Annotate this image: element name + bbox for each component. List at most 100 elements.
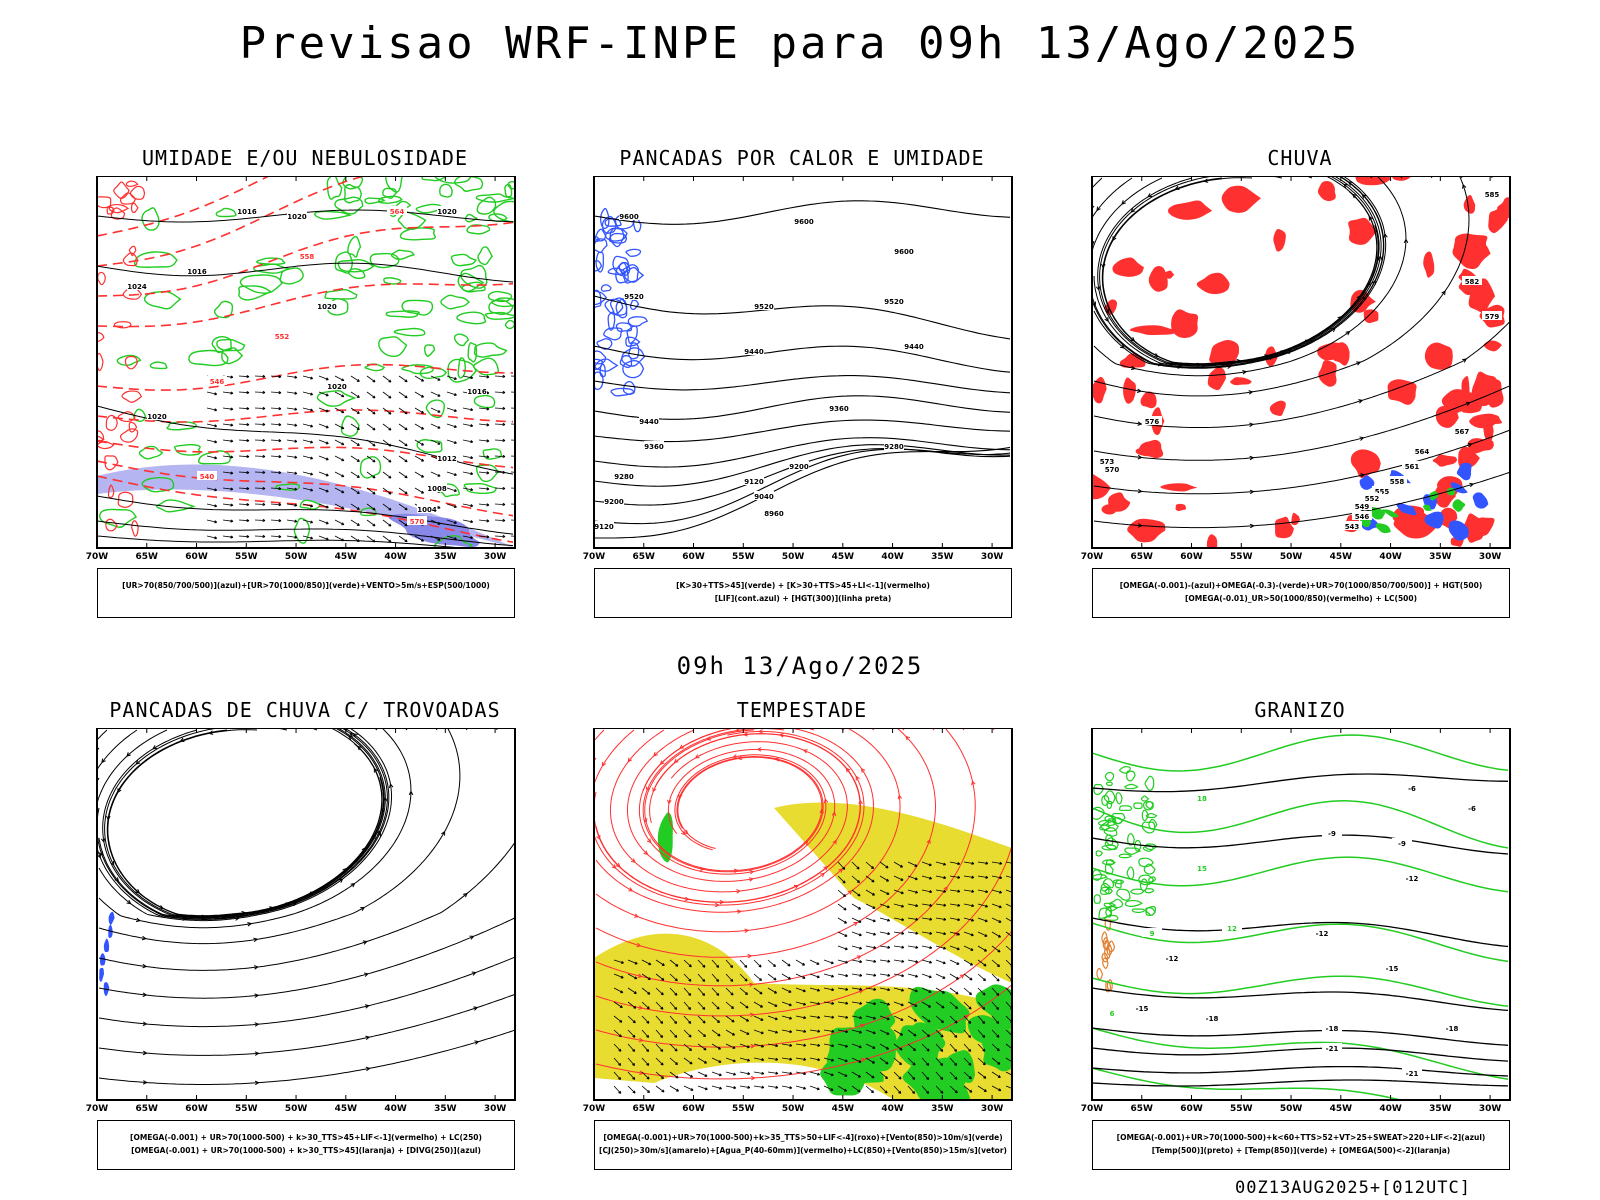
streamline	[97, 777, 100, 783]
isoline	[594, 444, 1010, 487]
streamline	[310, 728, 318, 731]
map-granizo: -6 -6 -9 -9 -12 -12 -12 -15 -15 -18 -18 -18 -21 -21 18…	[1081, 728, 1511, 1114]
streamline	[98, 917, 515, 999]
streamline	[595, 728, 937, 958]
streamline	[98, 841, 515, 971]
map-axes: 12S15S18S21S24S27S30S33S36S39S42S70W65W6…	[1081, 728, 1511, 1114]
streamline	[595, 728, 976, 987]
contour-label: 576	[1145, 418, 1160, 426]
isoline	[1092, 922, 1509, 963]
panel-title: TEMPESTADE	[736, 698, 868, 722]
isoline	[1092, 1027, 1509, 1080]
lon-tick-label: 70W	[1081, 552, 1104, 562]
isoline	[594, 437, 1011, 468]
isoline	[97, 221, 514, 297]
lon-tick-label: 55W	[732, 552, 755, 562]
streamline	[1092, 176, 1384, 368]
lon-tick-label: 65W	[1131, 552, 1154, 562]
panel-chuva: CHUVA 585 582 579 576 573 570 567 564 561 558 555 5…	[1060, 146, 1540, 618]
legend-line: [OMEGA(-0.001) + UR>70(1000-500) + k>30_…	[130, 1133, 482, 1142]
contour-label: 6	[1110, 1010, 1115, 1018]
contour-label: 9360	[829, 405, 849, 413]
streamline	[1305, 176, 1313, 179]
lon-tick-label: 55W	[1230, 1104, 1253, 1114]
lon-tick-label: 35W	[1429, 552, 1452, 562]
lon-tick-label: 50W	[285, 1104, 308, 1114]
contour-label: 9520	[754, 303, 774, 311]
lon-tick-label: 30W	[484, 1104, 507, 1114]
lon-tick-label: 40W	[881, 1104, 904, 1114]
streamline	[1092, 177, 1103, 189]
humidity-band	[97, 464, 515, 548]
legend-line: [K>30+TTS>45](verde) + [K>30+TTS>45+LI<-…	[676, 581, 930, 590]
contour-label: 1012	[437, 455, 457, 463]
legend-line: [OMEGA(-0.001)-(azul)+OMEGA(-0.3)-(verde…	[1119, 581, 1483, 590]
lon-tick-label: 30W	[484, 552, 507, 562]
contour-label: 9600	[794, 218, 814, 226]
contour-label: -18	[1326, 1025, 1339, 1033]
isoline	[594, 200, 1011, 225]
contour-label: -12	[1316, 930, 1329, 938]
lon-tick-label: 65W	[1131, 1104, 1154, 1114]
isoline	[594, 448, 1011, 506]
contour-label: 12	[1227, 925, 1237, 933]
lon-tick-label: 50W	[782, 1104, 805, 1114]
streamline	[1399, 176, 1403, 179]
panel-title: GRANIZO	[1254, 698, 1346, 722]
isoline	[97, 363, 513, 391]
panel-title: PANCADAS DE CHUVA C/ TROVOADAS	[109, 698, 501, 722]
map-umidade: 1016 1020 1020 1016 1020 1024 1020 1020 1016 1012…	[86, 176, 516, 562]
contour-label: 582	[1465, 278, 1480, 286]
lon-tick-label: 30W	[1479, 552, 1502, 562]
streamline	[102, 728, 385, 918]
map-axes: 12S15S18S21S24S27S30S33S36S39S42S70W65W6…	[1081, 176, 1511, 562]
streamline	[1097, 176, 1380, 366]
lon-tick-label: 35W	[1429, 1104, 1452, 1114]
lon-tick-label: 40W	[1379, 552, 1402, 562]
lon-tick-label: 70W	[583, 552, 606, 562]
isoline	[1092, 1047, 1509, 1062]
streamline	[1093, 385, 1510, 461]
streamline	[594, 729, 605, 742]
panel-trovoadas: PANCADAS DE CHUVA C/ TROVOADAS 12S15S18S…	[65, 698, 545, 1170]
panel-granizo: GRANIZO -6 -6 -9 -9 -12 -12 -12 -15 -15 -18 -18 -18…	[1060, 698, 1540, 1170]
lon-tick-label: 60W	[682, 1104, 705, 1114]
contour-label: 9040	[754, 493, 774, 501]
lon-tick-label: 55W	[235, 1104, 258, 1114]
lon-tick-label: 70W	[86, 1104, 109, 1114]
lon-tick-label: 55W	[235, 552, 258, 562]
contour-label: 1008	[427, 485, 447, 493]
streamline	[435, 728, 438, 731]
isoline	[1092, 1067, 1404, 1100]
contour-label: 564	[390, 208, 405, 216]
page-title: Previsao WRF-INPE para 09h 13/Ago/2025	[239, 18, 1361, 69]
isoline	[97, 520, 514, 547]
contour-label: 543	[1345, 523, 1360, 531]
lon-tick-label: 35W	[931, 1104, 954, 1114]
lon-tick-label: 45W	[335, 1104, 358, 1114]
contour-label: -18	[1446, 1025, 1459, 1033]
isoline	[97, 282, 514, 328]
contour-label: 9	[1150, 930, 1155, 938]
lon-tick-label: 45W	[335, 552, 358, 562]
isoline	[594, 375, 1011, 394]
streamline	[98, 1029, 515, 1085]
streamline	[594, 729, 865, 906]
streamline	[931, 728, 935, 731]
streamline	[1093, 176, 1387, 369]
lon-tick-label: 45W	[1330, 1104, 1353, 1114]
legend-line: [OMEGA(-0.01)_UR>50(1000/850)(vermelho) …	[1184, 594, 1418, 603]
contour-label: -12	[1166, 955, 1179, 963]
panel-legend: [OMEGA(-0.001)+UR>70(1000-500)+k>35_TTS>…	[594, 1120, 1012, 1170]
streamline	[901, 728, 905, 731]
contour-label: 570	[1105, 466, 1120, 474]
contour-label: 9520	[624, 293, 644, 301]
contour-label: 1020	[317, 303, 337, 311]
streamline	[1093, 176, 1470, 397]
streamline	[97, 729, 138, 771]
lon-tick-label: 45W	[832, 552, 855, 562]
streamline	[98, 728, 386, 919]
panel-legend: [OMEGA(-0.001)-(azul)+OMEGA(-0.3)-(verde…	[1092, 568, 1510, 618]
lon-tick-label: 70W	[86, 552, 109, 562]
lon-tick-label: 40W	[384, 1104, 407, 1114]
